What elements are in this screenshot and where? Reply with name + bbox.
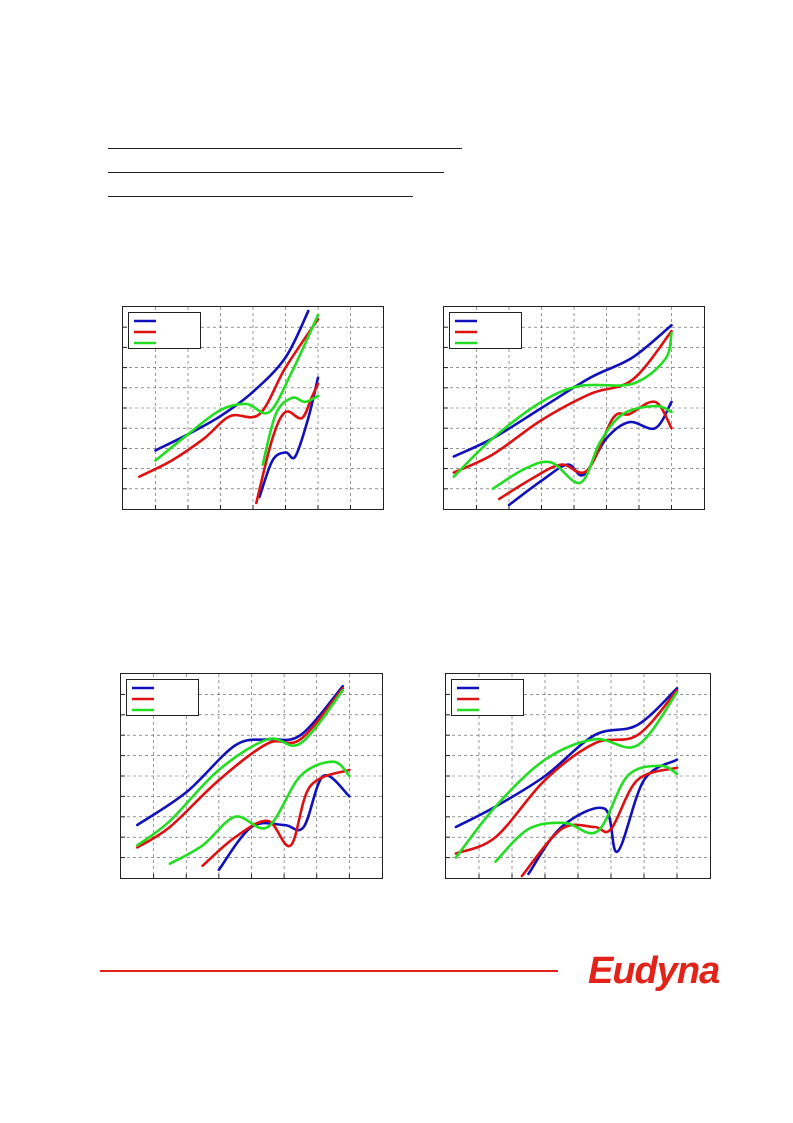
series-group [454,687,679,878]
header-rule-1 [108,148,462,149]
series-line-6 [491,404,673,491]
header-rule-2 [108,172,444,173]
series-line-5 [201,768,351,868]
chart-4 [445,673,711,879]
series-line-5 [520,766,679,878]
series-line-2 [454,689,679,855]
chart-3 [120,673,383,879]
series-line-3 [136,689,345,847]
header-rule-3 [108,196,413,197]
legend [128,312,201,349]
series-line-5 [498,400,673,501]
series-line-6 [168,760,351,865]
legend-box [451,679,524,716]
series-line-2 [136,687,345,849]
series-line-6 [494,764,679,863]
chart-4-svg [445,673,711,879]
series-line-3 [154,313,320,462]
series-line-3 [452,332,673,478]
chart-1 [122,306,384,510]
series-group [452,323,673,507]
series-line-3 [454,691,679,859]
footer-rule [100,970,558,972]
series-line-4 [258,376,320,499]
series-group [136,684,351,872]
chart-2-svg [443,306,705,510]
series-group [138,309,320,505]
series-line-5 [255,382,320,505]
legend [126,679,199,716]
chart-3-svg [120,673,383,879]
series-line-6 [261,394,320,466]
series-line-1 [136,684,345,827]
eudyna-logo: Eudyna [588,950,720,992]
legend [451,679,524,716]
series-line-2 [138,317,320,478]
chart-1-svg [122,306,384,510]
legend [449,312,522,349]
series-line-2 [452,329,673,474]
chart-2 [443,306,705,510]
